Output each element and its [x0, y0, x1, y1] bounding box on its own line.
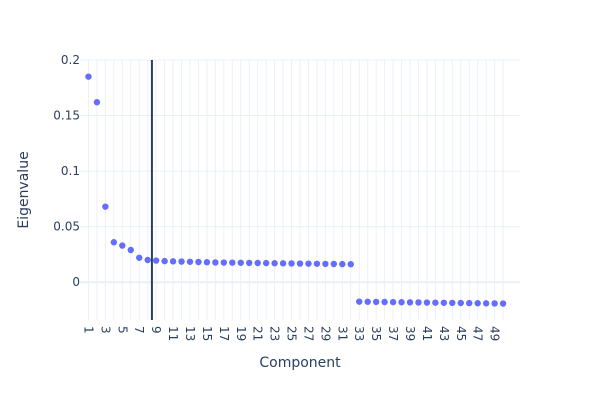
data-point: [144, 256, 151, 264]
y-tick-label: 0.05: [53, 220, 80, 234]
data-point: [449, 299, 456, 307]
y-axis-title: Eigenvalue: [16, 151, 32, 228]
data-point: [466, 299, 473, 307]
data-point: [356, 298, 363, 305]
data-point: [423, 299, 431, 306]
data-point: [161, 257, 168, 265]
x-tick-label: 47: [471, 326, 485, 341]
x-tick-label: 33: [352, 326, 366, 341]
x-tick-label: 29: [318, 326, 332, 341]
y-tick-label: 0: [72, 275, 80, 289]
y-gridlines: [80, 59, 520, 284]
data-point: [457, 299, 464, 307]
y-tick-label: 0.2: [61, 53, 80, 67]
data-point: [389, 298, 397, 306]
data-point: [169, 258, 177, 265]
data-point: [364, 298, 371, 305]
data-point: [127, 246, 134, 254]
data-point: [482, 300, 490, 307]
data-point: [195, 258, 202, 266]
x-tick-label: 39: [403, 326, 417, 341]
data-point: [440, 299, 448, 306]
x-tick-label: 11: [166, 326, 180, 341]
data-point: [237, 259, 244, 266]
data-point: [102, 203, 109, 210]
x-tick-label: 43: [437, 326, 451, 341]
x-tick-label: 19: [234, 326, 248, 341]
x-tick-label: 17: [217, 326, 231, 341]
data-point: [254, 259, 261, 267]
data-point: [220, 259, 228, 266]
data-point: [398, 299, 405, 306]
data-point: [246, 259, 253, 267]
data-point: [313, 260, 321, 267]
x-tick-label: 3: [98, 326, 112, 334]
data-point: [322, 260, 329, 268]
x-tick-label: 25: [285, 326, 299, 341]
data-point: [381, 298, 388, 306]
y-tick-label: 0.15: [53, 109, 80, 123]
data-point: [212, 259, 219, 266]
x-tick-label: 5: [115, 326, 129, 334]
x-tick-label: 9: [149, 326, 163, 334]
x-tick-label: 41: [420, 326, 434, 341]
x-tick-label: 21: [251, 326, 265, 341]
data-point: [279, 260, 287, 267]
x-tick-label: 35: [369, 326, 383, 341]
x-tick-label: 31: [335, 326, 349, 341]
data-point: [262, 259, 270, 267]
data-point: [296, 260, 304, 267]
data-point: [415, 299, 422, 306]
data-point: [119, 242, 126, 249]
data-point: [203, 259, 211, 266]
x-tick-label: 1: [81, 326, 95, 334]
data-point: [491, 300, 498, 307]
data-point: [152, 257, 160, 264]
data-point: [474, 300, 481, 307]
x-tick-label: 49: [488, 326, 502, 341]
data-point: [406, 299, 414, 306]
data-point: [186, 258, 194, 265]
data-point: [229, 259, 236, 266]
x-tick-label: 37: [386, 326, 400, 341]
data-point: [330, 260, 338, 268]
x-tick-label: 7: [132, 326, 146, 334]
data-point: [178, 258, 185, 265]
x-tick-label: 27: [301, 326, 315, 341]
data-point: [499, 300, 507, 307]
data-point: [339, 260, 346, 268]
y-axis-ticks: 0.2 0.15 0.1 0.05 0: [53, 53, 80, 289]
data-point: [110, 239, 118, 246]
data-point: [85, 73, 92, 80]
data-point: [372, 298, 380, 306]
x-axis-ticks: 1 3 5 7 9 11 13 15 17 19 21 23 25 27 29 31 33 35 37 39 41 43 4…: [81, 326, 501, 341]
x-tick-label: 15: [200, 326, 214, 341]
data-point: [93, 99, 101, 106]
data-point: [288, 260, 295, 267]
x-tick-label: 45: [454, 326, 468, 341]
data-point: [432, 299, 439, 306]
x-tick-label: 23: [268, 326, 282, 341]
x-tick-label: 13: [183, 326, 197, 341]
data-points: [85, 73, 507, 307]
x-axis-title: Component: [259, 355, 341, 371]
x-gridlines: [87, 60, 504, 320]
data-point: [271, 260, 278, 267]
y-tick-label: 0.1: [61, 164, 80, 178]
data-point: [347, 261, 354, 268]
data-point: [136, 254, 143, 261]
data-point: [305, 260, 312, 267]
